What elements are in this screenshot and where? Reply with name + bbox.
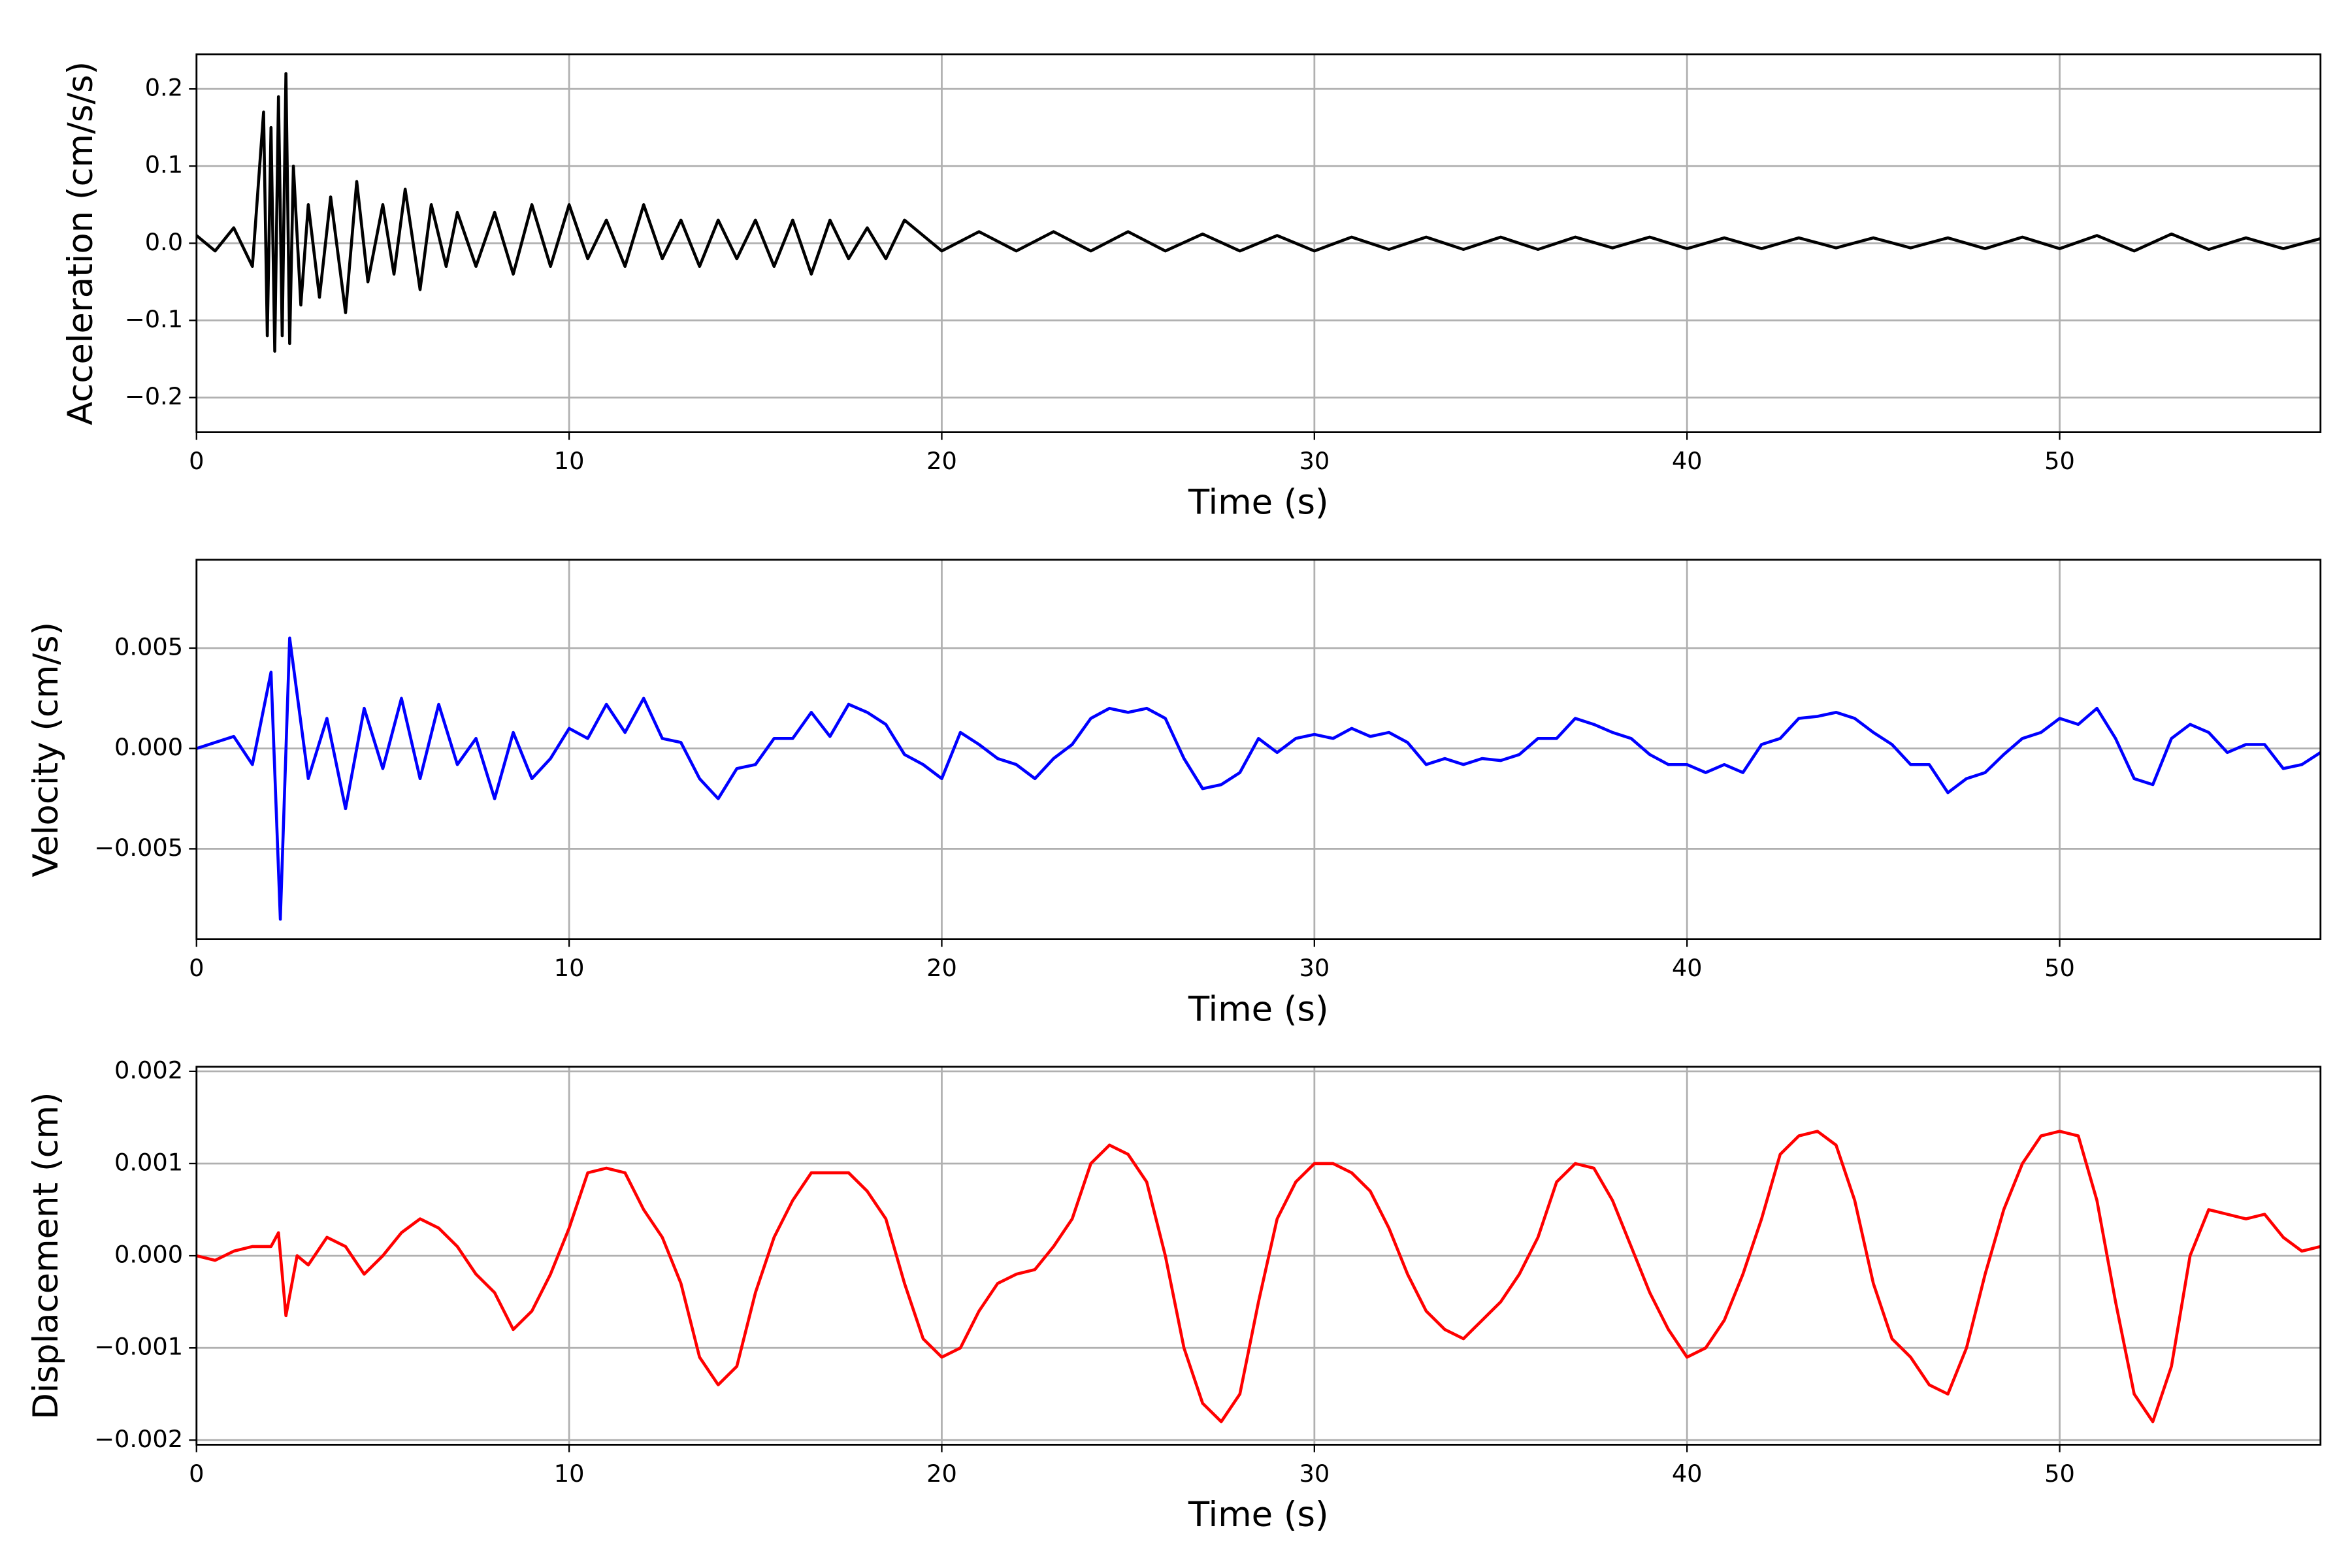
y-tick-label: 0.002 (114, 1056, 183, 1084)
x-tick-label: 20 (926, 954, 957, 982)
y-tick-label: 0.000 (114, 733, 183, 761)
x-tick-label: 20 (926, 1460, 957, 1488)
x-tick-label: 40 (1672, 1460, 1703, 1488)
x-tick-label: 30 (1299, 447, 1330, 475)
y-tick-label: −0.2 (125, 382, 183, 410)
data-line (196, 636, 2322, 921)
y-tick-label: 0.1 (145, 151, 183, 179)
y-tick-label: 0.001 (114, 1148, 183, 1176)
y-tick-label: −0.002 (94, 1425, 183, 1453)
x-tick-label: 10 (554, 1460, 585, 1488)
x-axis-label: Time (s) (1188, 482, 1329, 522)
x-axis-label: Time (s) (1188, 989, 1329, 1029)
x-tick-label: 20 (926, 447, 957, 475)
x-tick-label: 0 (189, 1460, 204, 1488)
y-axis-label: Velocity (cm/s) (26, 622, 66, 877)
y-tick-label: 0.005 (114, 632, 183, 661)
data-line (196, 1130, 2321, 1424)
x-tick-label: 40 (1672, 954, 1703, 982)
y-axis-label: Displacement (cm) (26, 1092, 66, 1419)
data-line (195, 72, 2321, 353)
plot-frame (195, 53, 2322, 433)
plot-frame (195, 1066, 2322, 1446)
plot-frame (195, 559, 2322, 941)
x-tick-label: 10 (554, 954, 585, 982)
x-tick-label: 30 (1299, 954, 1330, 982)
y-axis-label: Acceleration (cm/s/s) (61, 61, 101, 425)
x-tick-label: 50 (2044, 1460, 2075, 1488)
x-tick-label: 30 (1299, 1460, 1330, 1488)
y-tick-label: 0.2 (145, 74, 183, 102)
x-tick-label: 10 (554, 447, 585, 475)
y-tick-label: 0.000 (114, 1241, 183, 1269)
x-axis-label: Time (s) (1188, 1495, 1329, 1535)
x-tick-label: 50 (2044, 954, 2075, 982)
x-tick-label: 50 (2044, 447, 2075, 475)
x-tick-label: 0 (189, 447, 204, 475)
y-tick-label: −0.001 (94, 1333, 183, 1361)
y-tick-label: 0.0 (145, 228, 183, 256)
y-tick-label: −0.1 (125, 305, 183, 333)
x-tick-label: 0 (189, 954, 204, 982)
y-tick-label: −0.005 (94, 834, 183, 862)
x-tick-label: 40 (1672, 447, 1703, 475)
